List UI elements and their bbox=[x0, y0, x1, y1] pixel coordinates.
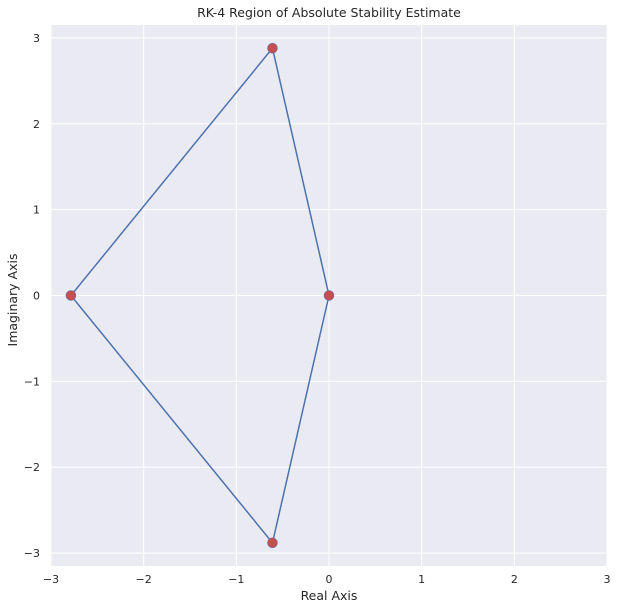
data-point bbox=[65, 290, 77, 301]
data-point bbox=[267, 537, 278, 549]
y-tick-label: −3 bbox=[24, 547, 40, 560]
x-tick-label: −2 bbox=[136, 573, 152, 586]
x-tick-labels: −3 −2 −1 0 1 2 3 bbox=[43, 573, 611, 586]
data-point bbox=[267, 42, 278, 54]
y-tick-label: 2 bbox=[33, 118, 40, 131]
x-tick-label: 3 bbox=[604, 573, 611, 586]
x-axis-title: Real Axis bbox=[301, 588, 358, 603]
x-tick-label: 0 bbox=[326, 573, 333, 586]
y-tick-labels: −3 −2 −1 0 1 2 3 bbox=[24, 32, 40, 560]
series-layer bbox=[65, 42, 335, 549]
chart-title: RK-4 Region of Absolute Stability Estima… bbox=[197, 5, 461, 20]
x-tick-label: 2 bbox=[511, 573, 518, 586]
x-tick-label: −3 bbox=[43, 573, 59, 586]
data-point bbox=[323, 290, 335, 301]
y-tick-label: −1 bbox=[24, 375, 40, 388]
y-tick-label: 1 bbox=[33, 204, 40, 217]
y-tick-label: 0 bbox=[33, 290, 40, 303]
y-axis-title: Imaginary Axis bbox=[5, 254, 20, 347]
x-tick-label: −1 bbox=[228, 573, 244, 586]
x-tick-label: 1 bbox=[418, 573, 425, 586]
y-tick-label: 3 bbox=[33, 32, 40, 45]
y-tick-label: −2 bbox=[24, 461, 40, 474]
